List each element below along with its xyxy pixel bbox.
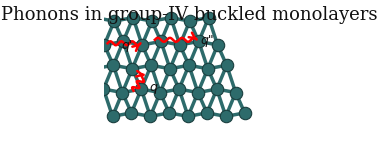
Point [233,91,239,94]
Text: q: q [150,81,158,94]
Point [167,67,173,70]
Point [110,115,116,118]
Point [92,16,98,19]
Point [185,115,191,118]
Point [149,20,155,22]
Point [147,115,153,118]
Point [157,91,163,94]
Text: q": q" [200,34,214,47]
Text: Phonons in group-IV buckled monolayers: Phonons in group-IV buckled monolayers [2,6,378,24]
Point [223,115,229,118]
Point [119,91,125,94]
Point [215,44,221,46]
Point [166,112,172,114]
Point [224,64,230,67]
Text: q': q' [122,39,133,52]
Point [242,112,248,114]
Point [139,44,145,46]
Point [168,16,174,19]
Point [129,112,135,114]
Point [91,67,98,70]
Point [196,40,202,43]
Point [73,20,79,22]
Point [120,40,126,43]
Point [110,64,116,67]
Point [176,88,182,90]
Point [148,64,154,67]
Point [186,64,192,67]
Point [130,16,136,19]
Point [158,40,164,43]
Point [195,91,201,94]
Point [101,44,107,46]
Point [187,20,193,22]
Point [177,44,183,46]
Point [111,20,117,22]
Point [206,16,212,19]
Point [205,67,211,70]
Point [204,112,210,114]
Point [214,88,220,90]
Point [82,40,88,43]
Point [138,88,144,90]
Point [129,67,135,70]
Point [101,88,107,90]
